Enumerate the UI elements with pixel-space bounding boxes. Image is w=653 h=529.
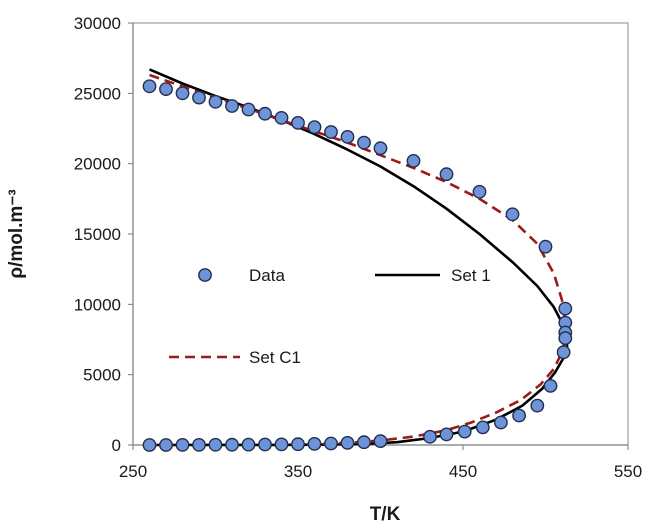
y-tick-label: 0	[112, 436, 121, 455]
data-point	[512, 408, 526, 423]
y-tick-label: 10000	[74, 295, 121, 314]
data-point	[208, 437, 223, 452]
data-point	[258, 437, 272, 452]
data-point	[538, 239, 553, 254]
data-point	[357, 435, 371, 450]
data-point	[192, 90, 206, 105]
data-point	[423, 429, 437, 444]
legend-label-set-c1: Set C1	[249, 348, 301, 367]
y-tick-label: 20000	[74, 155, 121, 174]
data-point	[439, 167, 454, 182]
x-tick-label: 350	[284, 462, 312, 481]
data-point	[274, 437, 289, 452]
y-tick-label: 15000	[74, 225, 121, 244]
data-point	[406, 153, 421, 168]
series-layer	[142, 68, 573, 452]
data-point	[475, 420, 490, 435]
data-point	[472, 184, 487, 199]
legend: Data Set 1 Set C1	[169, 266, 491, 367]
data-point	[558, 301, 573, 316]
data-point	[556, 345, 571, 360]
data-point	[274, 111, 289, 125]
data-point	[225, 99, 239, 113]
data-point	[357, 135, 371, 150]
data-point	[558, 331, 573, 345]
data-point	[175, 86, 190, 101]
axes: 250 350 450 550 0 5000 10000 15000 20000 25000 300…	[74, 14, 642, 481]
data-point	[340, 435, 355, 450]
data-point	[175, 437, 190, 452]
data-point	[307, 120, 322, 135]
data-point	[142, 438, 157, 452]
y-axis-title: ρ/mol.m⁻³	[6, 189, 27, 278]
data-point	[543, 378, 558, 393]
y-tick-label: 5000	[83, 366, 121, 385]
data-point	[241, 102, 256, 117]
data-point	[439, 427, 454, 442]
x-axis-title: T/K	[370, 504, 401, 525]
data-point	[142, 79, 157, 94]
data-point	[307, 436, 322, 451]
data-point	[457, 424, 472, 439]
data-point	[159, 82, 173, 97]
data-point	[241, 437, 256, 452]
x-tick-label: 450	[449, 462, 477, 481]
data-point	[225, 437, 239, 452]
data-point	[258, 106, 272, 121]
legend-label-data: Data	[249, 266, 285, 285]
data-point	[340, 129, 355, 144]
data-point	[493, 415, 508, 430]
data-point	[291, 116, 305, 130]
data-point	[505, 207, 520, 222]
data-point	[159, 438, 173, 452]
data-point	[208, 94, 223, 109]
data-point	[324, 125, 338, 139]
legend-label-set-1: Set 1	[451, 266, 491, 285]
legend-swatch-data	[198, 268, 212, 282]
data-point	[192, 437, 206, 452]
data-point	[291, 437, 305, 452]
x-tick-label: 250	[119, 462, 147, 481]
x-tick-label: 550	[614, 462, 642, 481]
data-point	[324, 436, 338, 451]
data-point	[530, 398, 545, 413]
data-point	[373, 141, 388, 156]
y-tick-label: 25000	[74, 84, 121, 103]
y-tick-label: 30000	[74, 14, 121, 33]
data-point	[373, 434, 388, 448]
